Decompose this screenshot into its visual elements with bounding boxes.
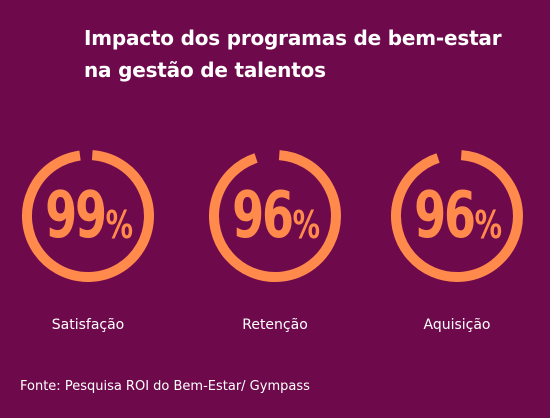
gauge-percent-retencao: % xyxy=(292,203,320,247)
gauge-ring-aquisicao xyxy=(391,150,523,282)
gauge-label-retencao: Retenção xyxy=(242,317,308,333)
gauge-retencao: 96 % xyxy=(205,146,345,286)
gauge-number-satisfacao: 99 xyxy=(45,179,107,253)
gauge-arc-aquisicao xyxy=(391,150,523,282)
gauge-value-satisfacao: 99 % xyxy=(38,146,139,286)
gauge-ring-satisfacao xyxy=(21,150,154,282)
gauge-arc-retencao xyxy=(209,150,341,282)
gauge-number-aquisicao: 96 xyxy=(414,179,476,253)
chart-title-line-1: Impacto dos programas de bem-estar xyxy=(84,26,502,50)
gauge-arc-satisfacao xyxy=(21,150,154,282)
gauge-percent-aquisicao: % xyxy=(474,203,502,247)
gauge-ring-retencao xyxy=(209,150,341,282)
gauge-number-retencao: 96 xyxy=(232,179,294,253)
gauge-aquisicao: 96 % xyxy=(387,146,527,286)
source-note: Fonte: Pesquisa ROI do Bem-Estar/ Gympas… xyxy=(20,379,310,394)
chart-title-line-2: na gestão de talentos xyxy=(84,58,326,82)
gauge-value-retencao: 96 % xyxy=(225,146,326,286)
chart-title: Impacto dos programas de bem-estar na ge… xyxy=(84,22,534,86)
gauge-label-aquisicao: Aquisição xyxy=(423,317,491,333)
gauge-value-aquisicao: 96 % xyxy=(407,146,508,286)
gauge-label-satisfacao: Satisfação xyxy=(51,317,125,333)
gauge-satisfacao: 99 % xyxy=(18,146,158,286)
gauge-percent-satisfacao: % xyxy=(105,203,133,247)
